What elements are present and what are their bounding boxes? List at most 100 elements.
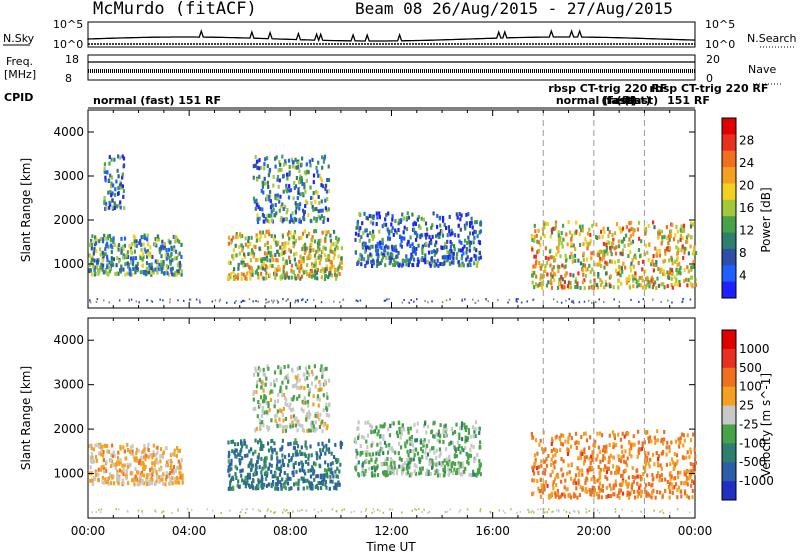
echo-pixel [452,251,455,256]
echo-pixel [469,447,472,452]
echo-pixel [261,481,264,486]
echo-pixel [670,440,673,445]
echo-pixel [436,461,439,466]
echo-pixel [99,247,102,252]
echo-pixel [567,463,570,468]
echo-pixel [469,434,472,439]
echo-pixel [589,461,592,466]
echo-pixel [463,425,466,430]
colorbar-tick-label: 24 [739,156,754,170]
echo-pixel [176,480,179,485]
echo-pixel [530,233,533,238]
echo-pixel [117,450,120,455]
echo-pixel [580,449,583,454]
echo-pixel [472,434,475,439]
ground-scatter-pixel [485,298,487,301]
echo-pixel [288,247,291,252]
echo-pixel [476,260,479,265]
echo-pixel [665,225,668,230]
echo-pixel [391,421,394,426]
echo-pixel [435,448,438,453]
ground-scatter-pixel [546,511,548,514]
echo-pixel [316,411,319,416]
echo-pixel [136,268,139,273]
echo-pixel [93,239,96,244]
echo-pixel [123,236,127,241]
echo-pixel [357,433,361,438]
echo-pixel [113,206,116,210]
echo-pixel [241,245,244,250]
echo-pixel [276,193,279,198]
echo-pixel [566,284,570,289]
echo-pixel [621,491,625,496]
echo-pixel [441,255,444,260]
echo-pixel [563,485,566,490]
echo-pixel [678,283,681,287]
echo-pixel [565,232,568,237]
echo-pixel [295,176,298,180]
echo-pixel [400,457,403,462]
echo-pixel [246,262,249,267]
echo-pixel [228,484,232,489]
echo-pixel [663,258,666,263]
echo-pixel [467,430,470,435]
echo-pixel [147,473,150,477]
echo-pixel [623,459,626,464]
echo-pixel [618,488,621,493]
echo-pixel [443,255,446,260]
echo-pixel [605,494,608,499]
echo-pixel [290,414,293,419]
nsky-trace [87,28,696,45]
echo-pixel [576,281,579,286]
echo-pixel [143,446,146,451]
echo-pixel [130,471,133,476]
echo-pixel [681,245,684,250]
echo-pixel [287,453,291,458]
echo-pixel [630,241,633,246]
echo-pixel [295,440,298,445]
echo-pixel [601,433,604,438]
echo-pixel [655,451,658,455]
echo-pixel [638,236,641,241]
echo-pixel [329,233,332,238]
ground-scatter-pixel [441,301,444,304]
echo-pixel [227,454,230,459]
ground-scatter-pixel [171,512,173,514]
echo-pixel [690,438,693,443]
echo-pixel [473,235,476,240]
echo-pixel [321,371,324,376]
echo-pixel [368,466,371,471]
echo-pixel [478,467,481,472]
echo-pixel [397,228,400,232]
echo-pixel [441,461,444,465]
echo-pixel [275,413,278,418]
echo-pixel [580,435,583,439]
echo-pixel [308,246,311,251]
echo-pixel [550,255,553,260]
echo-pixel [399,219,402,224]
echo-pixel [672,476,675,481]
echo-pixel [334,272,337,277]
echo-pixel [659,463,662,468]
echo-pixel [150,481,154,486]
echo-pixel [280,447,283,452]
echo-pixel [667,234,670,239]
echo-pixel [532,491,535,496]
echo-pixel [364,264,367,268]
echo-pixel [308,412,311,417]
echo-pixel [585,476,588,481]
echo-pixel [625,225,628,230]
echo-pixel [474,257,477,261]
ground-scatter-pixel [88,299,90,302]
echo-pixel [581,468,584,473]
echo-pixel [121,172,124,177]
echo-pixel [107,481,110,486]
echo-pixel [538,282,541,287]
echo-pixel [546,272,549,277]
echo-pixel [656,429,659,434]
echo-pixel [397,451,400,456]
echo-pixel [263,395,266,400]
echo-pixel [431,458,434,463]
echo-pixel [679,436,682,441]
echo-pixel [267,173,270,178]
